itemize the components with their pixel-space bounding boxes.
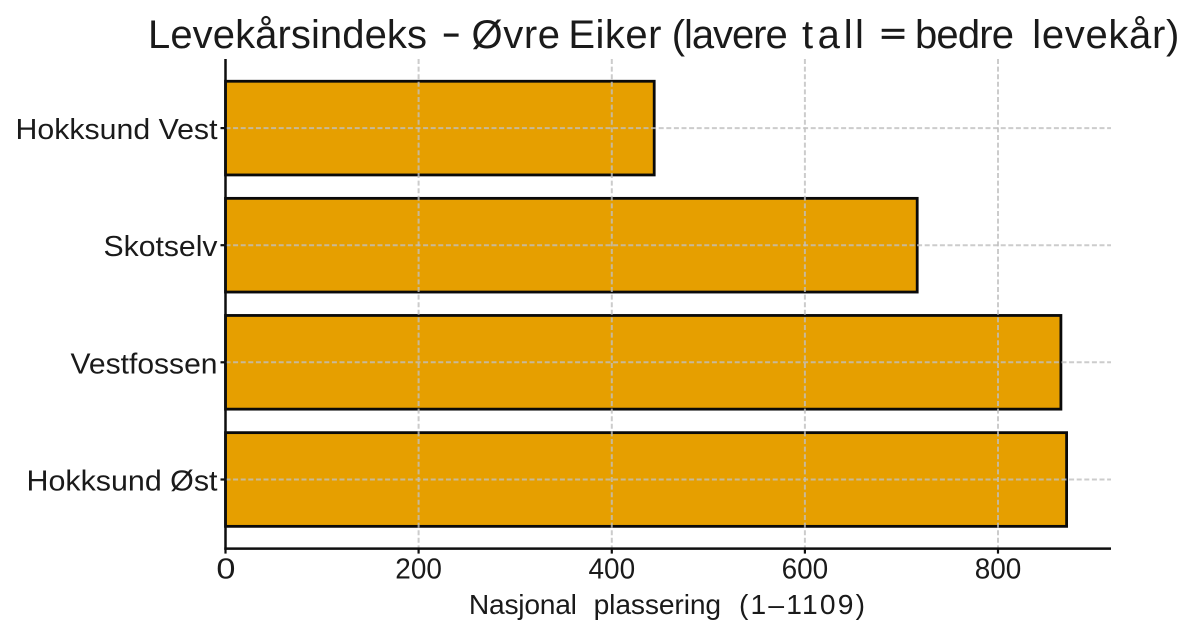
svg-text:plassering: plassering bbox=[594, 588, 722, 620]
svg-text:Levekårsindeks: Levekårsindeks bbox=[148, 13, 427, 57]
svg-text:800: 800 bbox=[975, 553, 1022, 585]
svg-text:(lavere: (lavere bbox=[672, 13, 788, 57]
svg-text:Skotselv: Skotselv bbox=[104, 231, 219, 263]
svg-text:Eiker: Eiker bbox=[568, 13, 661, 57]
svg-text:levekår): levekår) bbox=[1032, 13, 1179, 57]
svg-text:400: 400 bbox=[589, 553, 636, 585]
svg-text:200: 200 bbox=[395, 553, 442, 585]
svg-text:600: 600 bbox=[782, 553, 829, 585]
svg-text:Vestfossen: Vestfossen bbox=[71, 348, 218, 380]
svg-text:0: 0 bbox=[216, 552, 235, 585]
svg-text:bedre: bedre bbox=[915, 13, 1014, 57]
svg-text:Hokksund Vest: Hokksund Vest bbox=[16, 114, 218, 146]
svg-text:Hokksund Øst: Hokksund Øst bbox=[27, 466, 218, 498]
svg-text:Øvre: Øvre bbox=[472, 13, 561, 57]
svg-text:tall: tall bbox=[802, 13, 864, 57]
svg-text:Nasjonal: Nasjonal bbox=[469, 588, 577, 620]
